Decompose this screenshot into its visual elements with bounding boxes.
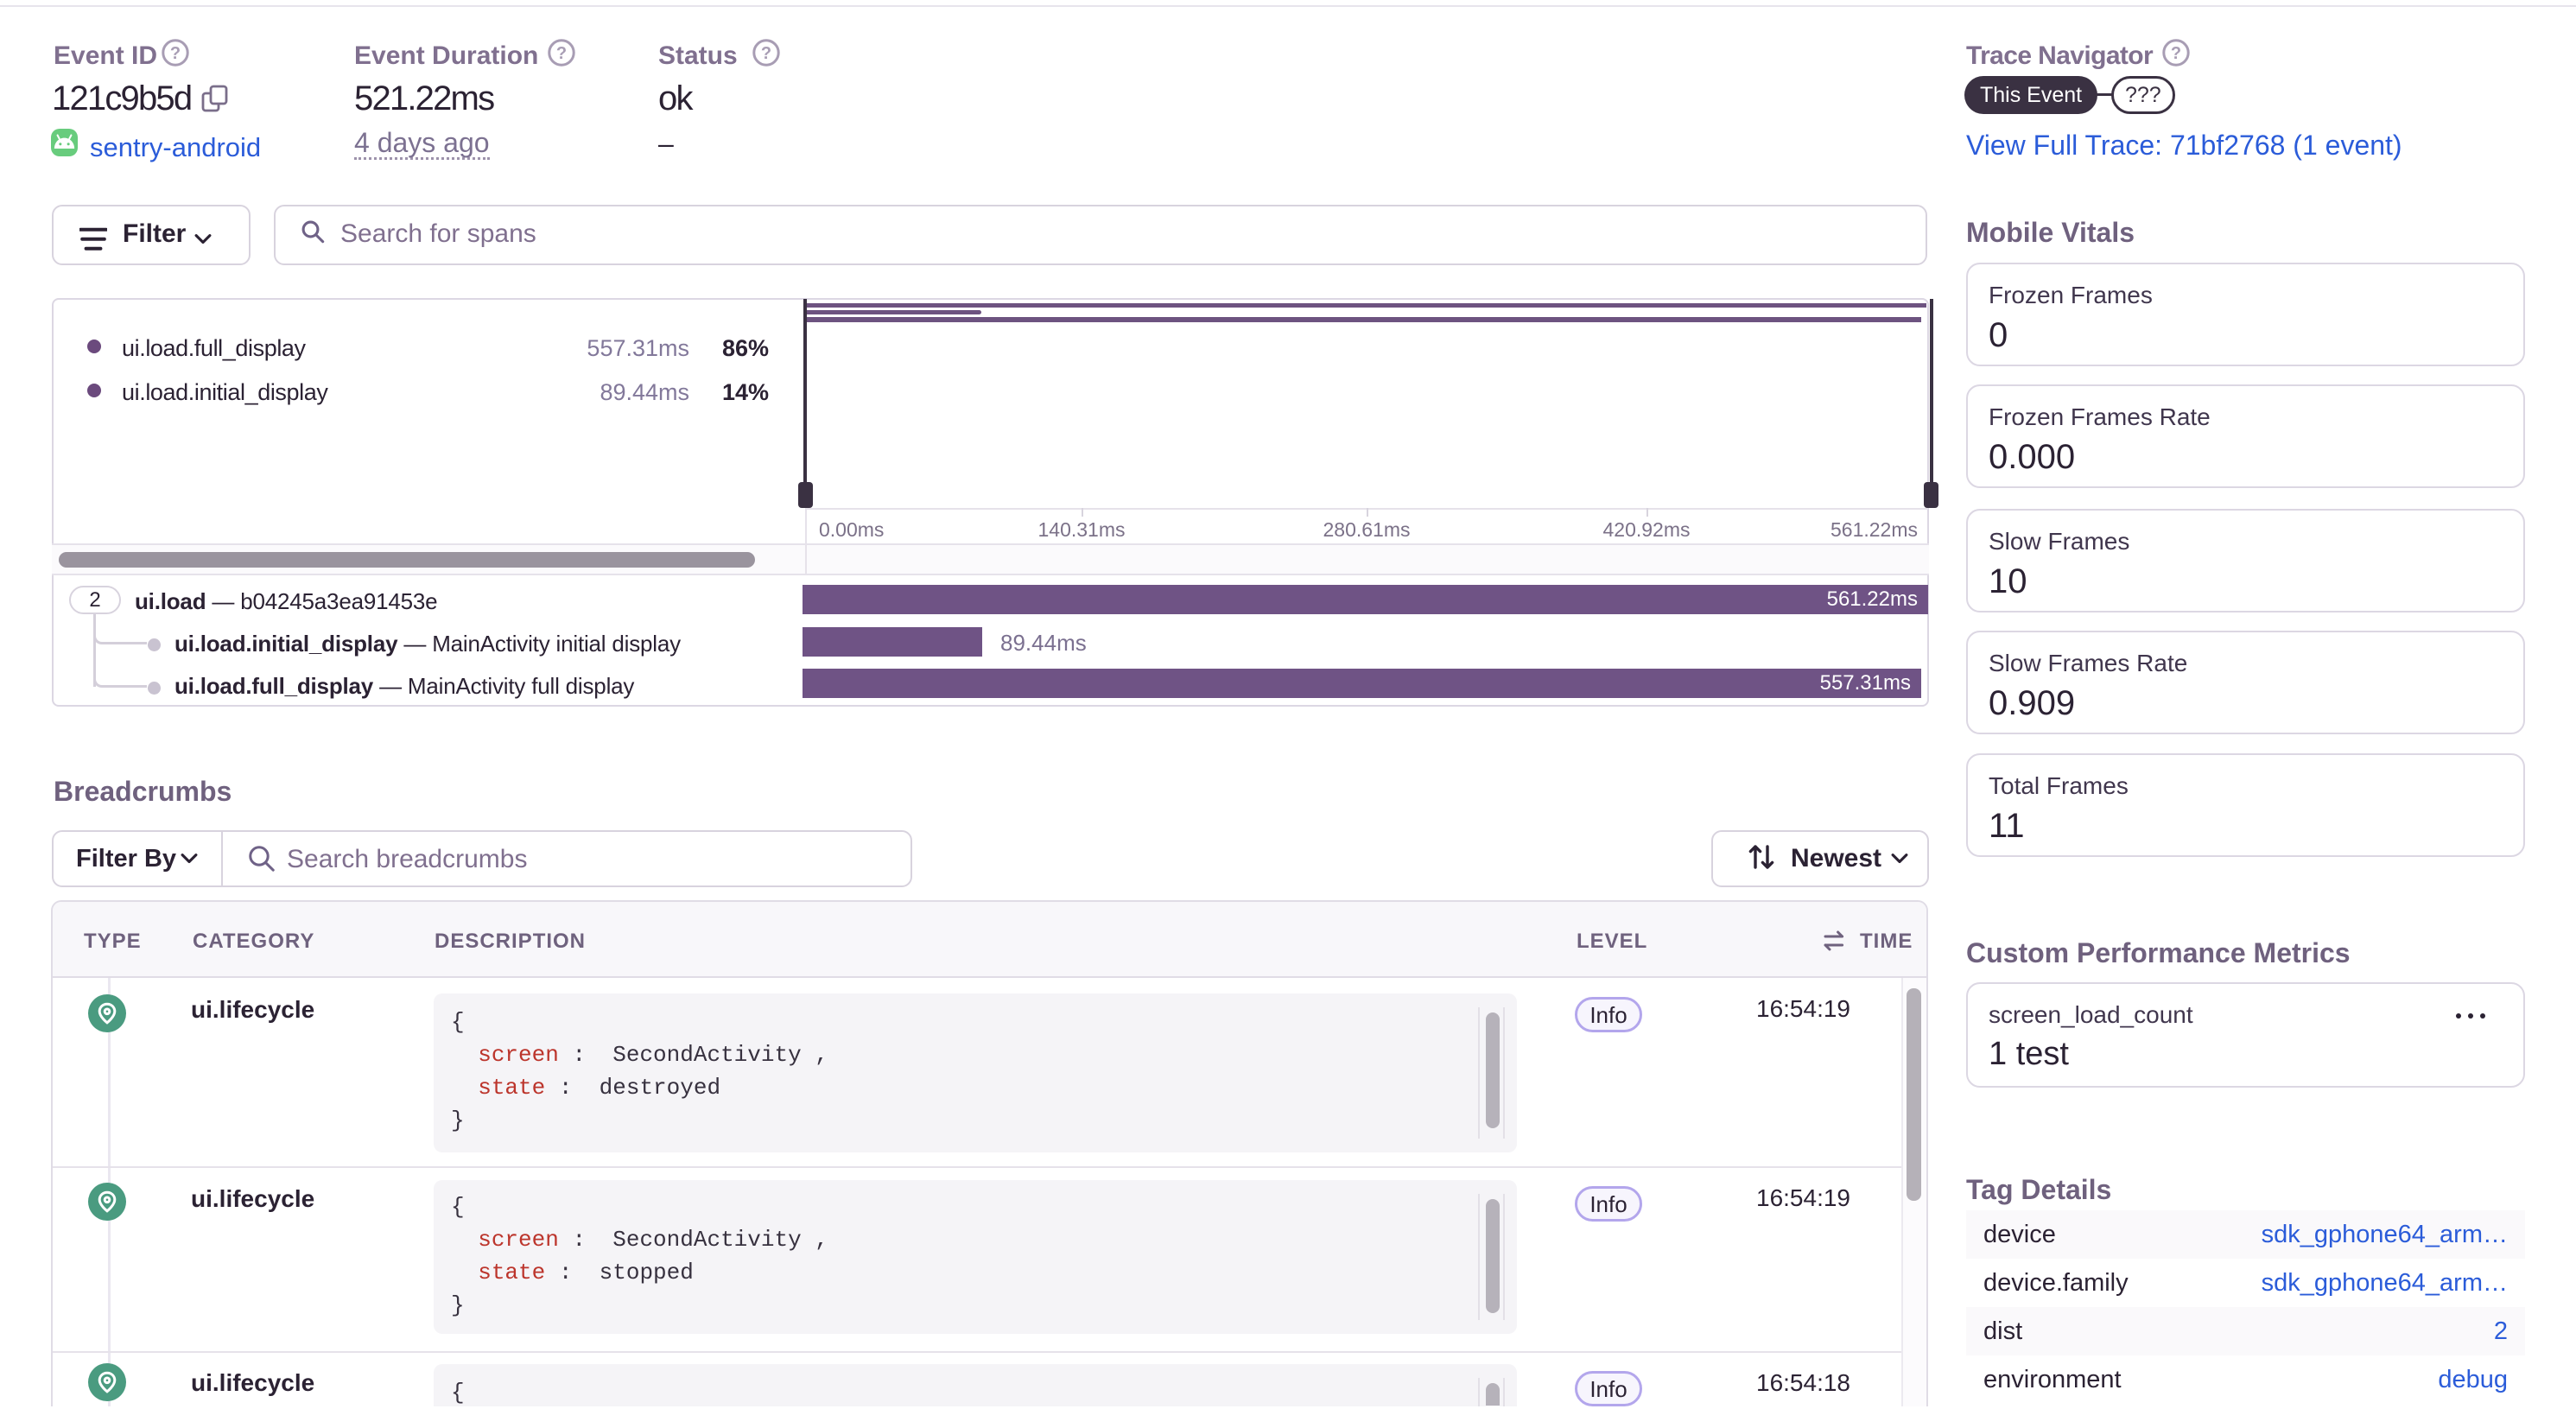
svg-text:?: ? xyxy=(556,44,567,63)
svg-text:?: ? xyxy=(170,44,181,63)
svg-text:?: ? xyxy=(761,44,771,63)
svg-text:?: ? xyxy=(2171,44,2181,63)
